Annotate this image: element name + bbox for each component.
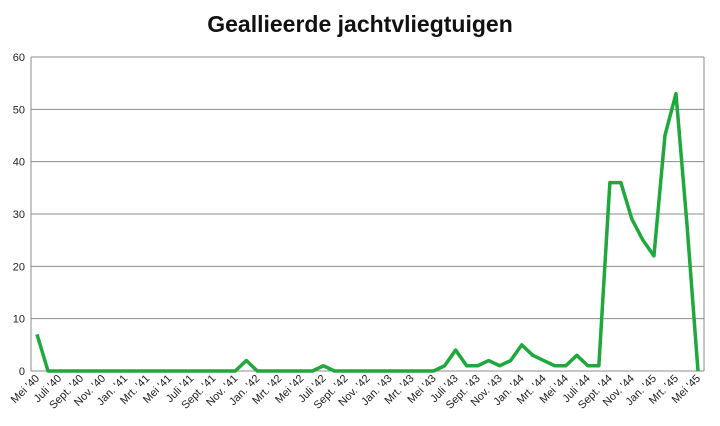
y-tick-label: 50	[13, 104, 25, 116]
y-tick-label: 30	[13, 209, 25, 221]
data-line	[35, 91, 700, 373]
y-tick-label: 0	[19, 366, 25, 378]
chart-title: Geallieerde jachtvliegtuigen	[207, 11, 513, 37]
y-tick-label: 40	[13, 157, 25, 169]
y-tick-label: 20	[13, 261, 25, 273]
y-tick-label: 60	[13, 52, 25, 64]
y-tick-label: 10	[13, 314, 25, 326]
